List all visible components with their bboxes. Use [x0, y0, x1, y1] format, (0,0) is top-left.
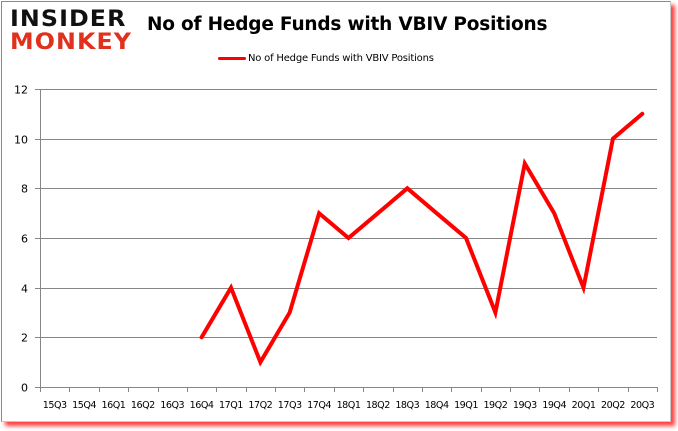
chart-frame	[1, 1, 671, 422]
x-tick-label: 18Q1	[337, 400, 361, 411]
y-tick-label: 10	[14, 134, 28, 147]
x-tick-label: 19Q3	[513, 400, 537, 411]
chart-title: No of Hedge Funds with VBIV Positions	[147, 14, 548, 35]
x-tick-label: 16Q4	[190, 400, 214, 411]
y-axis: 0 2 4 6 8 10 12	[14, 84, 41, 395]
logo-line-2: MONKEY	[10, 30, 133, 55]
series-line	[199, 111, 645, 367]
x-tick-label: 16Q2	[131, 400, 155, 411]
x-tick-label: 19Q1	[454, 400, 478, 411]
x-tick-label: 20Q3	[630, 400, 654, 411]
x-tick-label: 19Q4	[542, 400, 566, 411]
y-tick-label: 12	[14, 84, 28, 97]
chart-legend: No of Hedge Funds with VBIV Positions	[218, 53, 434, 64]
x-tick-label: 17Q3	[278, 400, 302, 411]
x-tick-label: 20Q2	[601, 400, 625, 411]
y-tick-label: 6	[21, 233, 28, 246]
data-series	[199, 111, 645, 367]
y-tick-label: 0	[21, 382, 28, 395]
x-tick-label: 15Q3	[43, 400, 67, 411]
x-tick-label: 16Q3	[160, 400, 184, 411]
y-tick-label: 8	[21, 183, 28, 196]
x-tick-label: 18Q2	[366, 400, 390, 411]
legend-label: No of Hedge Funds with VBIV Positions	[248, 53, 434, 64]
legend-line-swatch-icon	[218, 57, 246, 60]
x-tick-label: 20Q1	[572, 400, 596, 411]
x-tick-label: 17Q1	[219, 400, 243, 411]
x-axis: 15Q3 15Q4 16Q1 16Q2 16Q3 16Q4 17Q1 17Q2 17Q3 17Q4…	[40, 387, 658, 411]
x-tick-label: 15Q4	[72, 400, 96, 411]
x-tick-label: 16Q1	[102, 400, 126, 411]
y-tick-label: 4	[21, 283, 28, 296]
x-tick-label: 18Q3	[395, 400, 419, 411]
insider-monkey-logo: INSIDER MONKEY	[10, 7, 131, 55]
x-tick-label: 17Q2	[248, 400, 272, 411]
x-tick-label: 18Q4	[425, 400, 449, 411]
logo-line-1: INSIDER	[10, 7, 127, 32]
y-tick-label: 2	[21, 332, 28, 345]
x-tick-label: 17Q4	[307, 400, 331, 411]
x-tick-label: 19Q2	[483, 400, 507, 411]
